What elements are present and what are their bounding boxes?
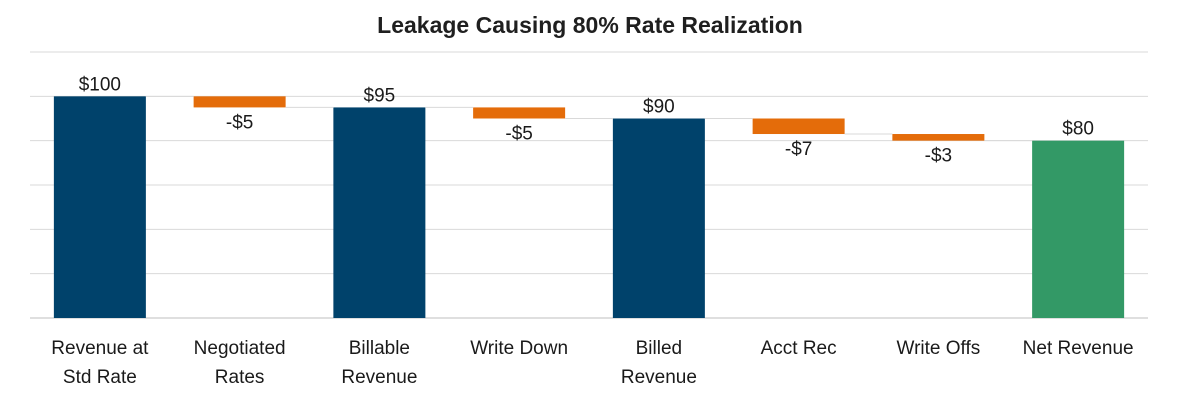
connectors — [145, 95, 1033, 142]
bar-4 — [612, 118, 705, 318]
category-label: Write Offs — [896, 338, 980, 359]
bar-2 — [333, 107, 426, 319]
data-label-2: $95 — [364, 85, 396, 106]
data-label-1: -$5 — [226, 112, 253, 133]
data-label-3: -$5 — [505, 124, 532, 145]
data-labels: $100 -$5 $95 -$5 $90 -$7 -$3 $80 — [79, 74, 1094, 166]
category-label: Rates — [215, 367, 265, 388]
data-label-7: $80 — [1062, 119, 1094, 140]
bar-5 — [752, 118, 845, 135]
category-label: Revenue — [621, 367, 697, 388]
category-label: Revenue at — [51, 338, 149, 359]
category-labels: Revenue at Std Rate Negotiated Rates Billabl… — [51, 338, 1133, 388]
data-label-4: $90 — [643, 97, 675, 118]
category-label: Revenue — [341, 367, 417, 388]
data-label-6: -$3 — [925, 146, 952, 167]
category-label: Billed — [636, 338, 682, 359]
bar-3 — [473, 107, 566, 119]
data-label-0: $100 — [79, 74, 121, 95]
category-label: Negotiated — [194, 338, 286, 359]
bars — [53, 96, 1125, 319]
bar-1 — [193, 96, 286, 108]
bar-7 — [1032, 140, 1125, 318]
category-label: Std Rate — [63, 367, 137, 388]
bar-0 — [53, 96, 146, 318]
category-label: Acct Rec — [761, 338, 837, 359]
category-label: Net Revenue — [1023, 338, 1134, 359]
category-label: Billable — [349, 338, 410, 359]
gridlines — [30, 51, 1148, 319]
data-label-5: -$7 — [785, 139, 812, 160]
category-label: Write Down — [470, 338, 568, 359]
bar-6 — [892, 134, 985, 141]
chart-title: Leakage Causing 80% Rate Realization — [377, 12, 803, 38]
